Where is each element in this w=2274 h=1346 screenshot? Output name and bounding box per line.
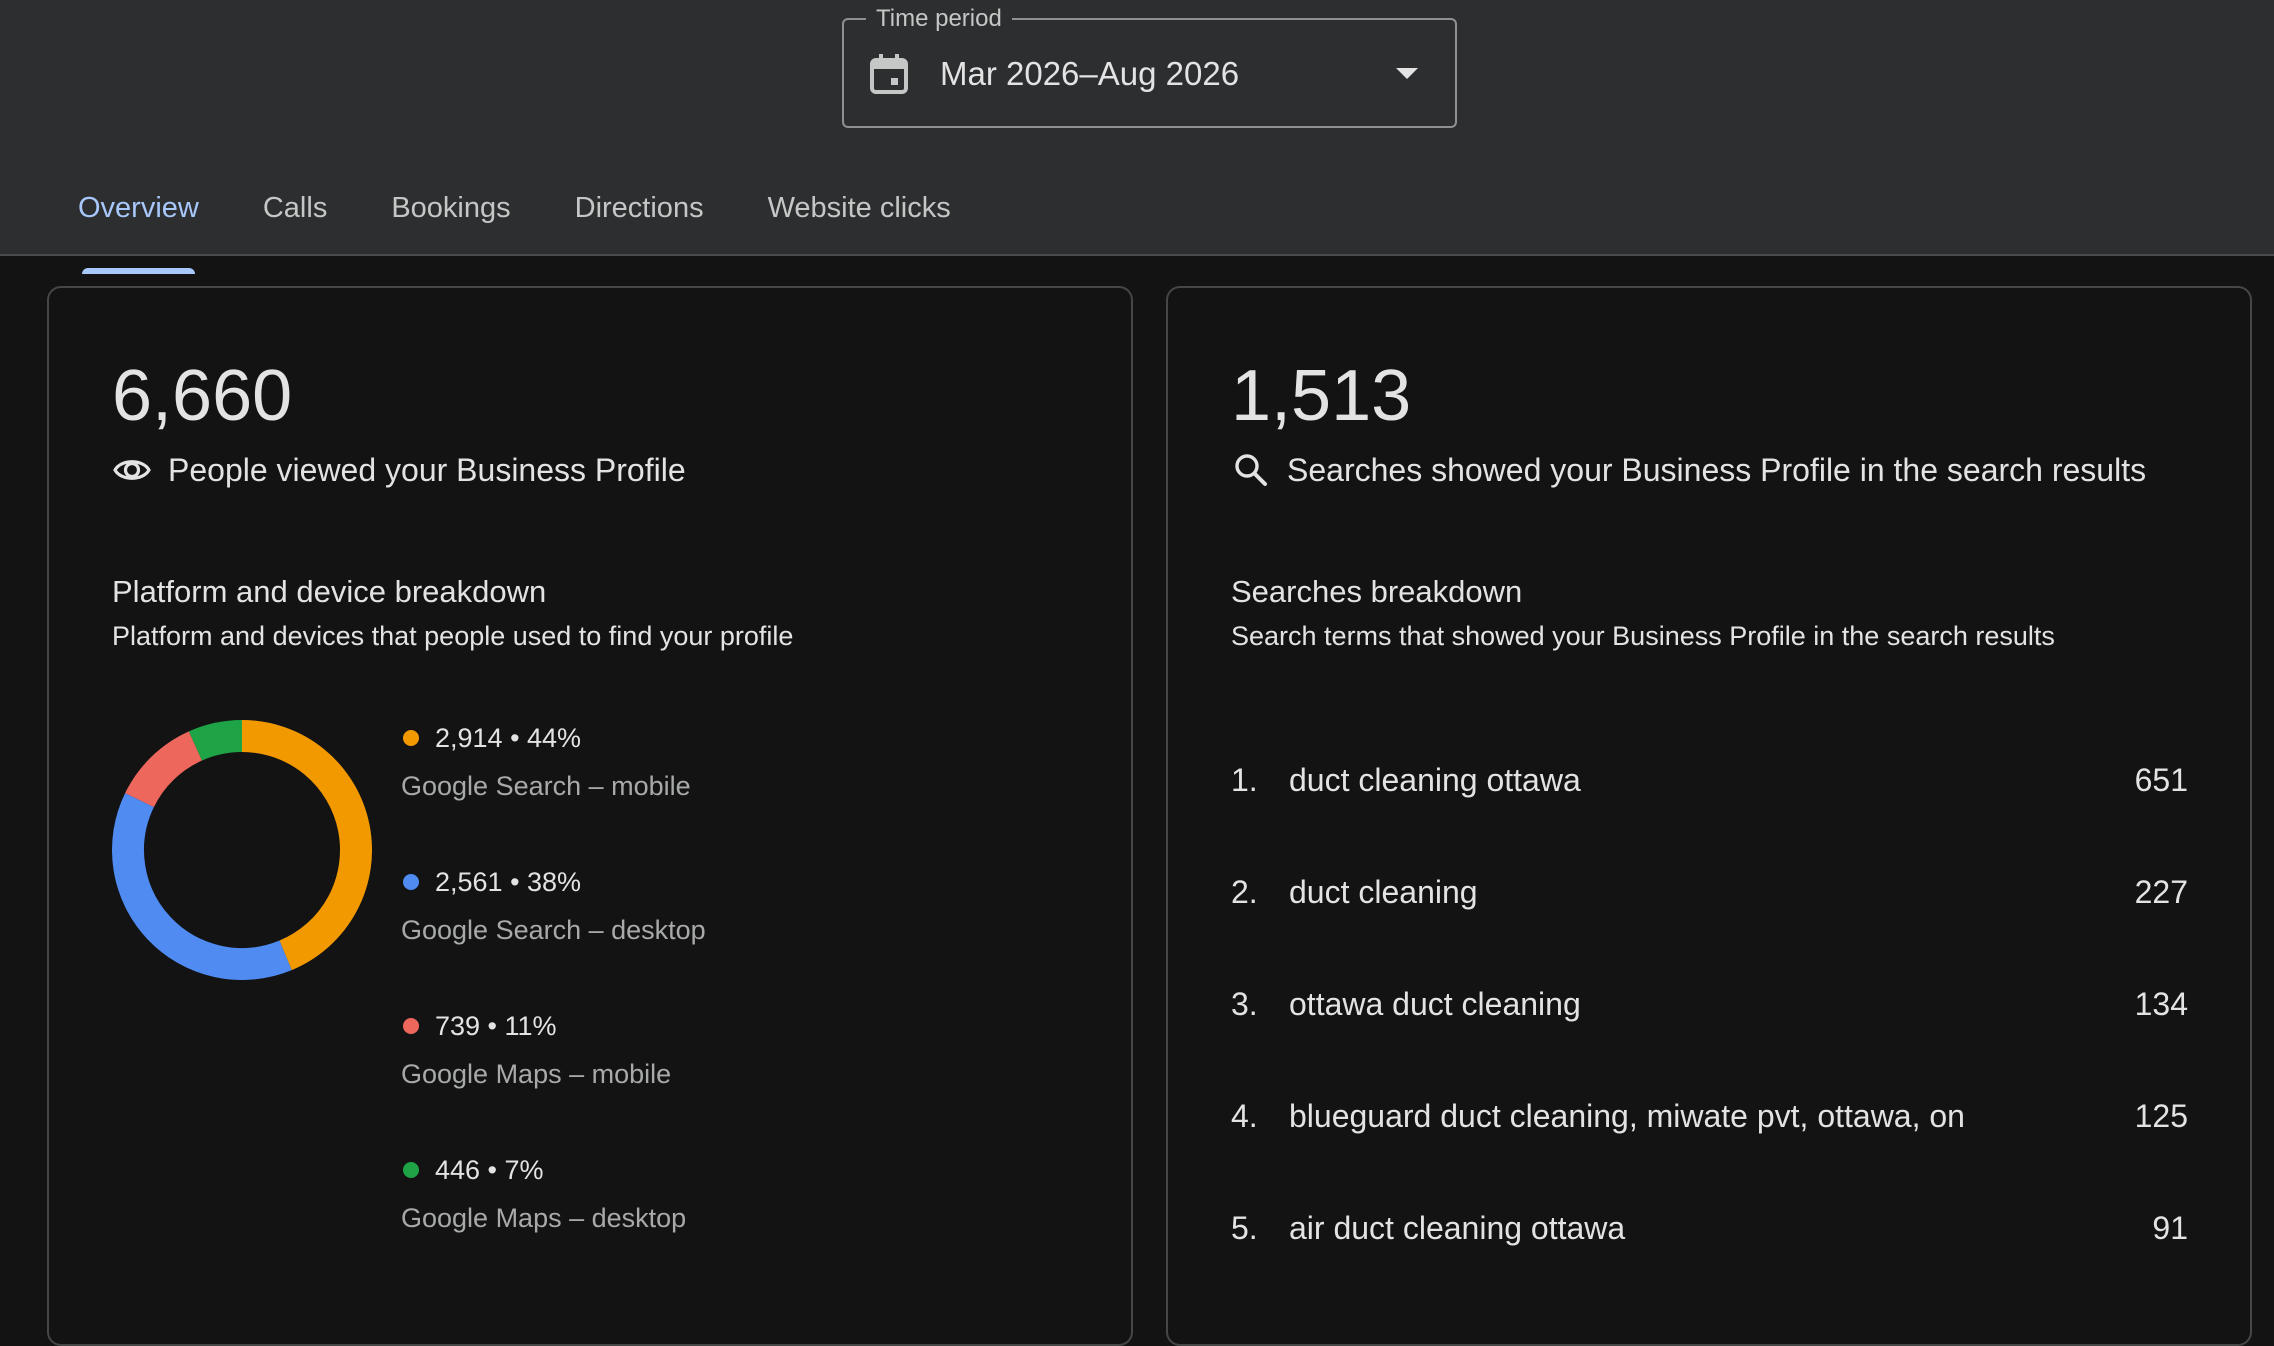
tab-calls[interactable]: Calls bbox=[262, 192, 328, 224]
profile-views-total: 6,660 bbox=[112, 356, 293, 436]
search-rank: 3. bbox=[1231, 986, 1258, 1022]
legend-value: 2,914 • 44% bbox=[435, 723, 582, 753]
list-item: 1. duct cleaning ottawa 651 bbox=[1231, 724, 2188, 836]
header: Time period Mar 2026–Aug 2026 Overview C… bbox=[0, 0, 2274, 274]
legend-dot bbox=[403, 874, 419, 890]
search-rank: 1. bbox=[1231, 762, 1258, 798]
searches-caption-line: Searches showed your Business Profile in… bbox=[1231, 450, 2146, 490]
search-term: duct cleaning bbox=[1289, 874, 1478, 910]
legend-value: 739 • 11% bbox=[435, 1011, 557, 1041]
legend-label: Google Search – mobile bbox=[401, 771, 691, 801]
legend-item: 2,561 • 38% Google Search – desktop bbox=[401, 864, 1001, 948]
legend-label: Google Maps – desktop bbox=[401, 1203, 687, 1233]
legend-dot bbox=[403, 730, 419, 746]
profile-views-caption-line: People viewed your Business Profile bbox=[112, 450, 686, 490]
list-item: 5. air duct cleaning ottawa 91 bbox=[1231, 1172, 2188, 1284]
search-term: blueguard duct cleaning, miwate pvt, ott… bbox=[1289, 1098, 1965, 1134]
time-period-value: Mar 2026–Aug 2026 bbox=[940, 55, 1240, 92]
tab-bar: Overview Calls Bookings Directions Websi… bbox=[46, 178, 983, 274]
platform-breakdown-title: Platform and device breakdown bbox=[112, 574, 547, 609]
eye-icon bbox=[113, 460, 151, 480]
tab-overview[interactable]: Overview bbox=[46, 178, 231, 274]
time-period-select[interactable]: Time period Mar 2026–Aug 2026 bbox=[842, 4, 1457, 128]
legend-item: 2,914 • 44% Google Search – mobile bbox=[401, 720, 1001, 804]
tab-bookings[interactable]: Bookings bbox=[391, 192, 511, 224]
search-rank: 4. bbox=[1231, 1098, 1258, 1134]
search-count: 134 bbox=[2134, 986, 2188, 1022]
profile-views-caption: People viewed your Business Profile bbox=[168, 452, 686, 488]
searches-breakdown-subtitle: Search terms that showed your Business P… bbox=[1231, 621, 2055, 651]
legend-item: 446 • 7% Google Maps – desktop bbox=[401, 1152, 1001, 1236]
platform-donut-chart bbox=[112, 720, 372, 980]
list-item: 3. ottawa duct cleaning 134 bbox=[1231, 948, 2188, 1060]
search-term: duct cleaning ottawa bbox=[1289, 762, 1581, 798]
search-rank: 5. bbox=[1231, 1210, 1258, 1246]
donut-slice-4 bbox=[188, 720, 243, 761]
list-item: 2. duct cleaning 227 bbox=[1231, 836, 2188, 948]
search-term: ottawa duct cleaning bbox=[1289, 986, 1581, 1022]
search-terms-list: 1. duct cleaning ottawa 651 2. duct clea… bbox=[1231, 724, 2188, 1284]
searches-total: 1,513 bbox=[1231, 356, 1412, 436]
searches-caption: Searches showed your Business Profile in… bbox=[1287, 452, 2147, 488]
legend-label: Google Maps – mobile bbox=[401, 1059, 672, 1089]
legend-item: 739 • 11% Google Maps – mobile bbox=[401, 1008, 1001, 1092]
search-count: 651 bbox=[2134, 762, 2188, 798]
search-count: 91 bbox=[2152, 1210, 2188, 1246]
calendar-icon bbox=[870, 54, 908, 94]
tab-website-clicks[interactable]: Website clicks bbox=[767, 192, 951, 224]
profile-views-card: 6,660 People viewed your Business Profil… bbox=[47, 286, 1133, 1346]
donut-slice-3 bbox=[125, 731, 203, 808]
search-rank: 2. bbox=[1231, 874, 1258, 910]
search-icon bbox=[1235, 454, 1267, 486]
legend-dot bbox=[403, 1162, 419, 1178]
time-period-label: Time period bbox=[866, 4, 1012, 34]
legend-label: Google Search – desktop bbox=[401, 915, 706, 945]
legend-value: 2,561 • 38% bbox=[435, 867, 582, 897]
dropdown-arrow-icon[interactable] bbox=[1396, 68, 1418, 79]
tab-directions[interactable]: Directions bbox=[574, 192, 704, 224]
list-item: 4. blueguard duct cleaning, miwate pvt, … bbox=[1231, 1060, 2188, 1172]
search-count: 125 bbox=[2134, 1098, 2188, 1134]
search-count: 227 bbox=[2134, 874, 2188, 910]
searches-breakdown-title: Searches breakdown bbox=[1231, 574, 1523, 609]
legend-dot bbox=[403, 1018, 419, 1034]
platform-breakdown-subtitle: Platform and devices that people used to… bbox=[112, 621, 794, 651]
searches-card: 1,513 Searches showed your Business Prof… bbox=[1166, 286, 2252, 1346]
legend-value: 446 • 7% bbox=[435, 1155, 544, 1185]
donut-slice-1 bbox=[241, 720, 372, 971]
donut-slice-2 bbox=[112, 793, 292, 980]
search-term: air duct cleaning ottawa bbox=[1289, 1210, 1626, 1246]
